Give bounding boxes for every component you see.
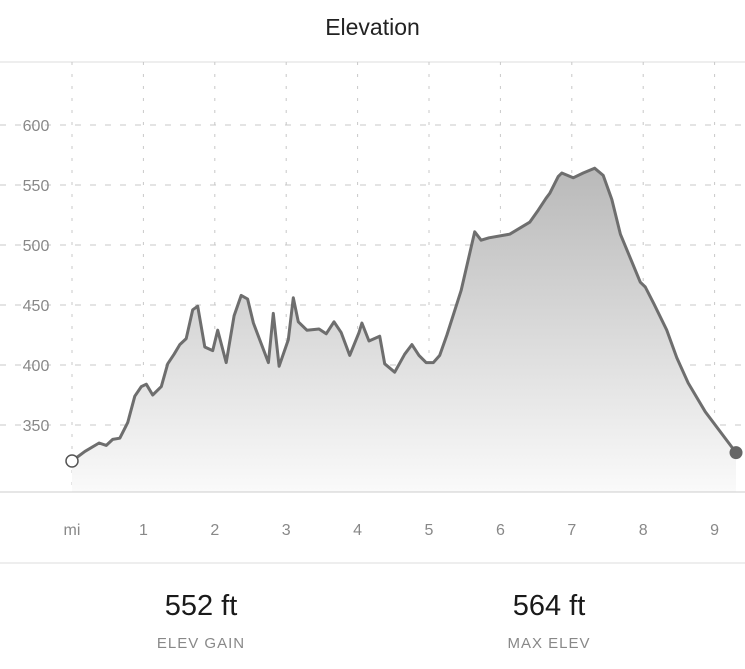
max-elev-label: MAX ELEV [507,635,591,652]
y-tick-label: 550 [23,178,50,195]
y-tick-label: 600 [23,118,50,135]
x-tick-label: 7 [567,522,576,539]
y-tick-label: 500 [23,238,50,255]
x-tick-label: 4 [353,522,362,539]
elev-gain-label: ELEV GAIN [156,635,246,652]
x-tick-label: 1 [139,522,148,539]
x-tick-label: 3 [282,522,291,539]
x-unit-label: mi [64,522,81,539]
x-tick-label: 9 [710,522,719,539]
y-tick-label: 450 [23,298,50,315]
elevation-area [72,168,737,492]
x-tick-label: 2 [210,522,219,539]
end-marker [729,446,743,460]
elev-gain-value: 552 ft [164,590,238,622]
y-tick-label: 350 [23,418,50,435]
y-tick-label: 400 [23,358,50,375]
x-tick-label: 6 [496,522,505,539]
max-elev-value: 564 ft [512,590,586,622]
elevation-line [71,166,738,463]
x-tick-label: 5 [425,522,434,539]
start-marker [65,454,79,468]
elev-gain-stat: 552 ft ELEV GAIN [51,590,351,652]
chart-title: Elevation [325,14,420,40]
x-tick-label: 8 [639,522,648,539]
max-elev-stat: 564 ft MAX ELEV [399,590,699,652]
